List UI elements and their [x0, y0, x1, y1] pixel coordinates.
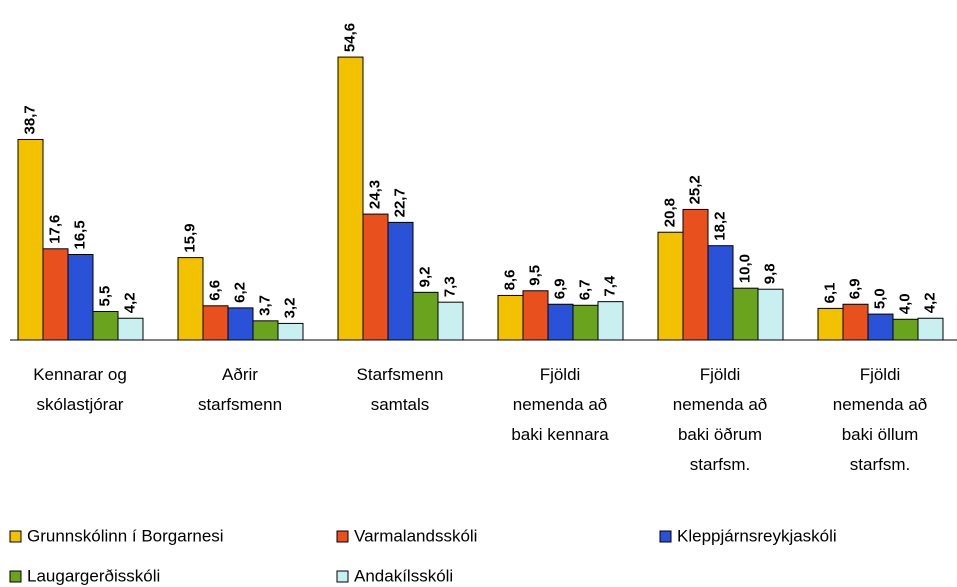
x-tick-label: Fjöldi nemenda að baki öðrum starfsm. [673, 365, 768, 474]
value-label: 10,0 [736, 254, 753, 283]
bar [547, 303, 574, 341]
legend-swatch [659, 530, 672, 543]
value-label: 8,6 [501, 270, 518, 291]
bar [227, 307, 254, 341]
value-label: 17,6 [46, 215, 63, 244]
bar [337, 56, 364, 341]
bar [437, 301, 464, 341]
value-label: 20,8 [661, 198, 678, 227]
x-tick-label: Kennarar og skólastjórar [33, 365, 127, 414]
value-label: 9,2 [416, 266, 433, 287]
value-label: 18,2 [711, 211, 728, 240]
value-label: 54,6 [341, 23, 358, 52]
bar [867, 313, 894, 341]
value-label: 6,2 [231, 282, 248, 303]
value-label: 6,6 [206, 280, 223, 301]
bar [92, 311, 119, 341]
value-label: 38,7 [21, 105, 38, 134]
bar [252, 320, 279, 341]
value-label: 6,1 [821, 283, 838, 304]
value-label: 4,2 [121, 292, 138, 313]
legend-swatch [9, 530, 22, 543]
value-label: 6,9 [551, 278, 568, 299]
legend-swatch [336, 530, 349, 543]
bar [202, 305, 229, 341]
bar [117, 317, 144, 341]
legend-label: Grunnskólinn í Borgarnesi [27, 526, 224, 545]
value-label: 6,9 [846, 278, 863, 299]
value-label: 22,7 [391, 188, 408, 217]
bar [732, 287, 759, 341]
legend-swatch [336, 570, 349, 583]
value-label: 7,4 [601, 275, 618, 297]
bar [67, 254, 94, 341]
value-label: 9,5 [526, 265, 543, 286]
legend-swatch [9, 570, 22, 583]
bar [757, 288, 784, 341]
bar [572, 304, 599, 341]
x-tick-label: Starfsmenn samtals [357, 365, 444, 414]
value-label: 3,7 [256, 295, 273, 316]
bar [387, 221, 414, 341]
bar [177, 257, 204, 341]
legend-label: Andakílsskóli [354, 566, 453, 585]
bar [42, 248, 69, 341]
bar [707, 245, 734, 341]
value-label: 6,7 [576, 279, 593, 300]
bar [892, 318, 919, 341]
bar [657, 231, 684, 341]
bar [412, 291, 439, 341]
value-label: 7,3 [441, 276, 458, 297]
x-tick-label: Fjöldi nemenda að baki kennara [511, 365, 609, 444]
bar [817, 307, 844, 341]
bar [17, 138, 44, 341]
value-label: 4,0 [896, 293, 913, 314]
value-label: 25,2 [686, 175, 703, 204]
value-label: 9,8 [761, 263, 778, 284]
x-tick-label: Fjöldi nemenda að baki öllum starfsm. [833, 365, 928, 474]
legend-label: Laugargerðisskóli [27, 566, 160, 585]
x-tick-label: Aðrir starfsmenn [198, 365, 282, 414]
value-label: 4,2 [921, 292, 938, 313]
value-label: 3,2 [281, 298, 298, 319]
value-label: 24,3 [366, 180, 383, 209]
bar [277, 322, 304, 341]
value-label: 16,5 [71, 220, 88, 249]
bar [917, 317, 944, 341]
bar [522, 290, 549, 341]
bar [362, 213, 389, 341]
bar [682, 208, 709, 341]
bar [842, 303, 869, 341]
legend-label: Kleppjárnsreykjaskóli [677, 526, 837, 545]
bar [597, 301, 624, 341]
legend-label: Varmalandsskóli [354, 526, 477, 545]
bar [497, 294, 524, 341]
value-label: 5,0 [871, 288, 888, 309]
value-label: 15,9 [181, 223, 198, 252]
value-label: 5,5 [96, 286, 113, 307]
